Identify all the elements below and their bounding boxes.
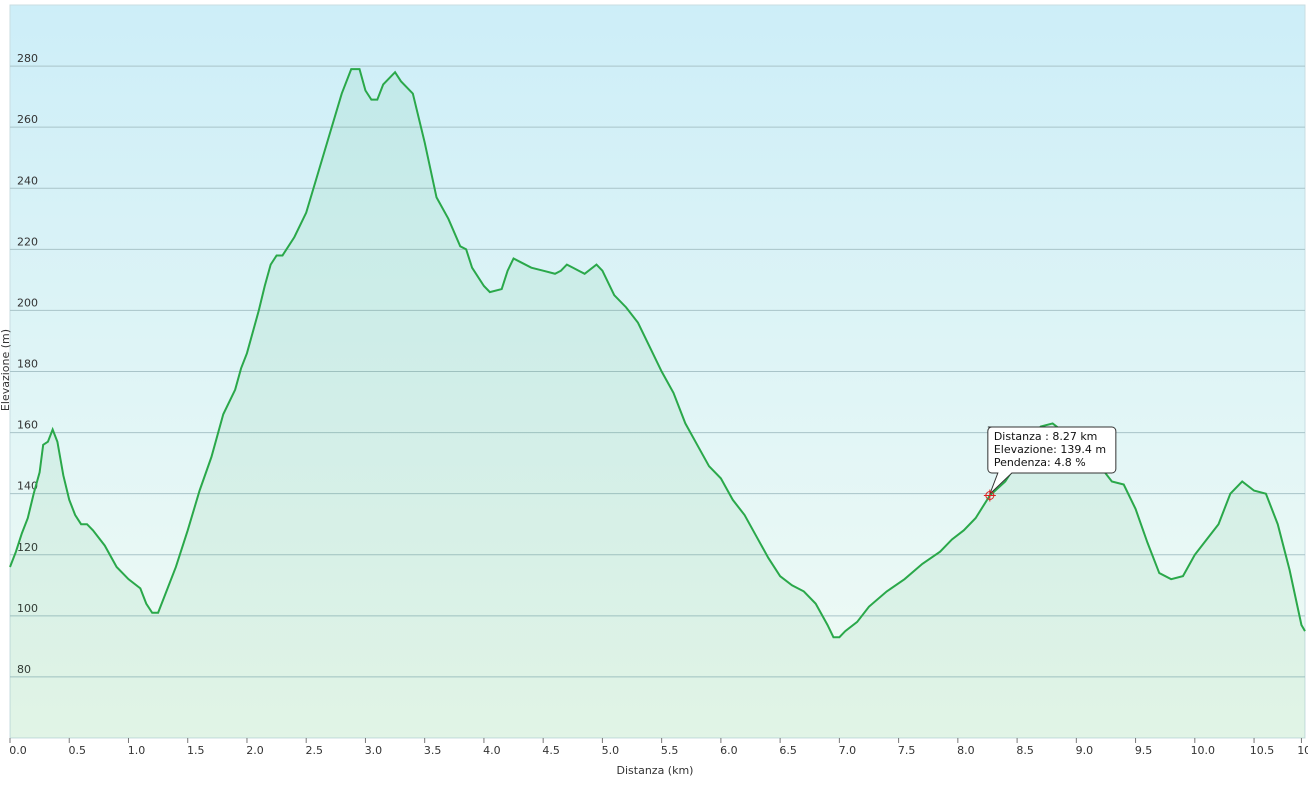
y-tick-label: 200	[17, 296, 38, 309]
x-tick-label: 3.0	[365, 744, 383, 757]
x-tick-label: 4.5	[542, 744, 560, 757]
y-tick-label: 160	[17, 419, 38, 432]
x-tick-label: 5.5	[661, 744, 679, 757]
x-tick-label: 5.0	[602, 744, 620, 757]
y-tick-label: 260	[17, 113, 38, 126]
y-tick-label: 140	[17, 480, 38, 493]
y-tick-label: 100	[17, 602, 38, 615]
x-tick-label: 10.9	[1297, 744, 1308, 757]
x-tick-label: 6.5	[779, 744, 797, 757]
tooltip-line: Elevazione: 139.4 m	[994, 443, 1106, 456]
y-axis-title: Elevazione (m)	[0, 329, 12, 411]
x-tick-label: 3.5	[424, 744, 442, 757]
x-tick-label: 8.0	[957, 744, 975, 757]
tooltip-line: Pendenza: 4.8 %	[994, 456, 1086, 469]
x-tick-label: 9.5	[1135, 744, 1153, 757]
elevation-line	[9, 68, 1306, 639]
y-tick-label: 80	[17, 663, 31, 676]
y-tick-label: 240	[17, 174, 38, 187]
y-tick-label: 120	[17, 541, 38, 554]
x-tick-label: 6.0	[720, 744, 738, 757]
x-tick-label: 1.0	[128, 744, 146, 757]
x-tick-label: 10.5	[1250, 744, 1275, 757]
x-tick-label: 10.0	[1191, 744, 1216, 757]
y-tick-label: 280	[17, 52, 38, 65]
tooltip-cross	[983, 489, 996, 502]
x-tick-label: 4.0	[483, 744, 501, 757]
y-tick-label: 220	[17, 235, 38, 248]
tooltip-line: Distanza : 8.27 km	[994, 430, 1098, 443]
x-tick-label: 7.0	[839, 744, 857, 757]
x-tick-label: 7.5	[898, 744, 916, 757]
x-tick-label: 0.0	[9, 744, 27, 757]
x-tick-label: 2.0	[246, 744, 264, 757]
area-fill	[10, 69, 1305, 738]
x-tick-label: 0.5	[68, 744, 86, 757]
x-tick-label: 8.5	[1016, 744, 1034, 757]
x-axis-title: Distanza (km)	[617, 764, 694, 777]
x-tick-label: 9.0	[1076, 744, 1094, 757]
x-tick-label: 1.5	[187, 744, 205, 757]
x-tick-label: 2.5	[305, 744, 323, 757]
y-tick-label: 180	[17, 358, 38, 371]
